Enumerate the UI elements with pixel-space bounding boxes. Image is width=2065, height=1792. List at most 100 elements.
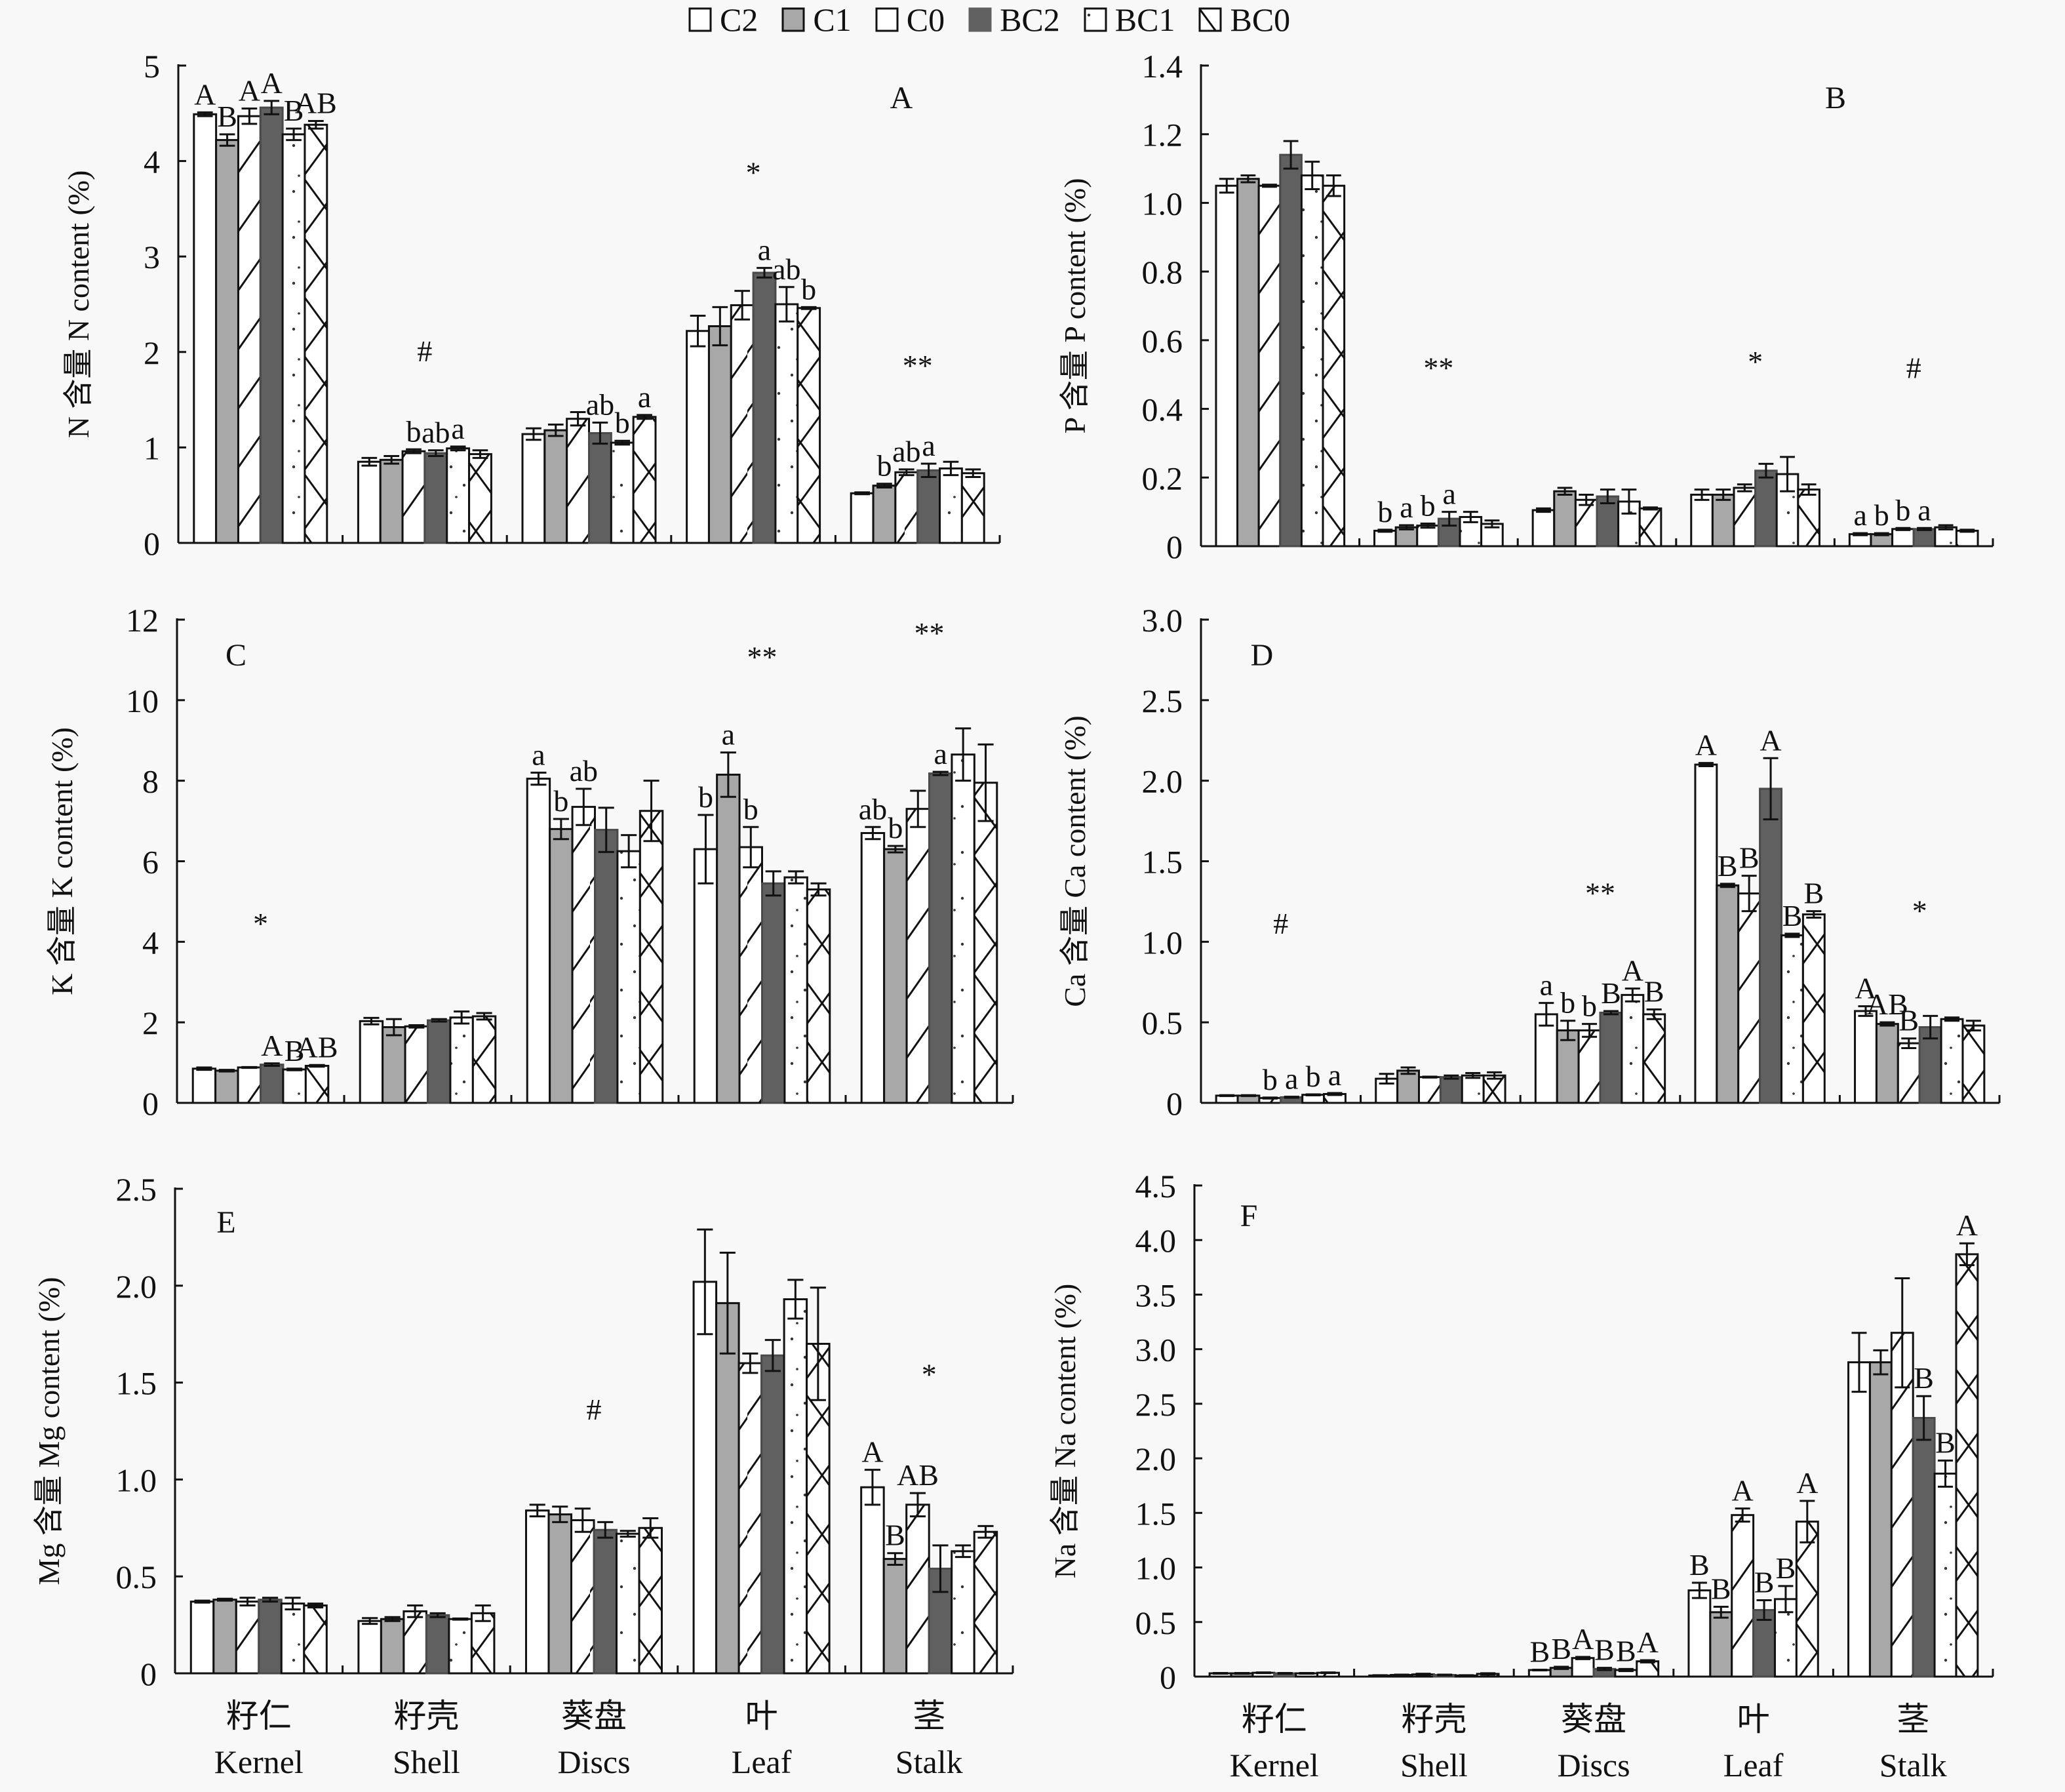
bar-c1-leaf: [1709, 1611, 1733, 1678]
bar-c1-discs: [549, 827, 574, 1104]
significance-letter: A: [1572, 1622, 1594, 1656]
group-significance-mark: *: [922, 1358, 937, 1391]
legend-swatch-c0: [875, 7, 899, 32]
bar-c0-discs: [566, 418, 591, 544]
panel-letter: E: [216, 1205, 235, 1240]
group-significance-mark: **: [914, 616, 945, 650]
significance-letter: a: [758, 233, 771, 267]
bar-c2-shell: [357, 460, 382, 544]
significance-letter: AB: [296, 1030, 338, 1064]
bar-c0-shell: [1416, 525, 1440, 548]
y-tick-label: 3: [144, 239, 160, 275]
significance-letter: B: [1644, 975, 1664, 1008]
bar-bc1-shell: [448, 1618, 473, 1675]
bar-c1-stalk: [882, 1558, 908, 1675]
bar-c1-shell: [382, 1026, 406, 1104]
y-tick-label: 0: [144, 525, 160, 562]
bar-c0-leaf: [738, 1362, 763, 1675]
legend-item-bc1: BC1: [1084, 3, 1175, 36]
significance-letter: ab: [859, 792, 887, 826]
significance-letter: a: [1540, 968, 1553, 1002]
x-category-label-zh: 葵盘: [1561, 1701, 1626, 1738]
bar-c0-discs: [570, 1519, 595, 1675]
y-tick-label: 5: [144, 48, 160, 85]
y-tick-label: 0.5: [1142, 1005, 1183, 1041]
significance-letter: B: [1739, 841, 1760, 875]
y-axis-label: K 含量 K content (%): [45, 727, 79, 995]
bar-bc0-shell: [471, 1015, 497, 1104]
bar-c1-discs: [1553, 490, 1577, 548]
bar-c0-leaf: [1731, 1514, 1755, 1678]
legend-swatch-bc0: [1198, 7, 1222, 32]
bar-bc0-leaf: [806, 888, 831, 1104]
legend-swatch-bc1: [1084, 7, 1107, 32]
bar-bc2-discs: [588, 432, 612, 544]
bar-c0-discs: [1577, 1029, 1602, 1104]
bar-c1-stalk: [883, 848, 908, 1104]
group-significance-mark: *: [253, 907, 268, 940]
bar-bc2-discs: [1596, 495, 1620, 548]
x-category-label-zh: 籽仁: [226, 1698, 292, 1734]
x-category-label-zh: 叶: [1737, 1701, 1770, 1738]
bar-c1-kernel: [212, 1599, 237, 1675]
bar-c0-shell: [401, 450, 426, 544]
x-category-label-en: Stalk: [895, 1743, 963, 1780]
bar-c0-discs: [571, 806, 597, 1104]
y-tick-label: 2.5: [116, 1171, 157, 1208]
bar-bc0-stalk: [1955, 1253, 1979, 1678]
significance-letter: B: [217, 100, 237, 133]
significance-letter: a: [934, 737, 947, 770]
significance-letter: a: [1442, 477, 1455, 511]
bar-c1-kernel: [1236, 178, 1260, 548]
bar-c2-discs: [526, 778, 551, 1104]
legend-label: C2: [720, 1, 758, 38]
bar-c1-stalk: [1868, 1361, 1893, 1678]
bar-bc1-kernel: [281, 133, 306, 544]
bar-c2-kernel: [1215, 184, 1239, 548]
bar-c1-kernel: [214, 1069, 239, 1104]
bar-c0-shell: [403, 1610, 427, 1675]
bar-bc2-discs: [594, 829, 619, 1104]
panel-e: 0 0.5 1.0 1.5 2.0 2.5 Mg 含量 Mg content (%) E 籽仁 K…: [32, 1171, 1014, 1780]
significance-letter: B: [1754, 1565, 1775, 1599]
significance-letter: b: [406, 414, 421, 448]
y-tick-label: 10: [126, 683, 159, 719]
panel-letter: D: [1251, 638, 1274, 673]
bar-bc0-discs: [632, 416, 657, 544]
bar-bc2-shell: [1439, 1076, 1463, 1104]
bar-c2-leaf: [1694, 763, 1718, 1104]
group-significance-mark: **: [1423, 351, 1453, 384]
bar-c1-stalk: [1875, 1023, 1899, 1104]
significance-letter: A: [1855, 972, 1876, 1005]
bar-c0-leaf: [1733, 487, 1757, 548]
y-axis-label: Ca 含量 Ca content (%): [1058, 715, 1092, 1007]
significance-letter: B: [1594, 1633, 1615, 1667]
panel-letter: B: [1825, 81, 1846, 115]
significance-letter: a: [1400, 490, 1413, 524]
x-category-label-zh: 葵盘: [561, 1698, 627, 1734]
bar-bc1-leaf: [774, 303, 799, 544]
bar-bc1-discs: [610, 441, 635, 544]
significance-letter: B: [284, 94, 304, 127]
y-tick-label: 3.0: [1135, 1332, 1177, 1368]
y-tick-label: 8: [142, 763, 159, 800]
y-tick-label: 1.5: [116, 1365, 157, 1402]
significance-letter: AB: [1866, 987, 1908, 1021]
legend: C2 C1 C0 BC2 BC1 BC0: [688, 3, 1314, 37]
bar-bc2-shell: [427, 1019, 452, 1104]
y-tick-label: 1.2: [1142, 117, 1183, 153]
significance-letter: A: [261, 1029, 283, 1062]
significance-letter: A: [1622, 954, 1643, 987]
significance-letter: B: [1601, 976, 1621, 1010]
significance-letter: B: [1782, 899, 1803, 932]
bar-bc1-leaf: [1780, 934, 1804, 1104]
significance-letter: b: [1421, 488, 1436, 522]
bar-bc2-stalk: [1912, 528, 1937, 548]
bar-c0-kernel: [237, 1066, 262, 1104]
group-significance-mark: *: [1912, 894, 1927, 928]
panel-d: 0 0.5 1.0 1.5 2.0 2.5 3.0 Ca 含量 Ca content (%) D…: [1058, 602, 2001, 1122]
bar-bc2-shell: [425, 1614, 450, 1675]
significance-letter: ab: [772, 252, 800, 286]
y-axis-label: P 含量 P content (%): [1058, 178, 1092, 433]
bar-c2-leaf: [686, 330, 710, 544]
